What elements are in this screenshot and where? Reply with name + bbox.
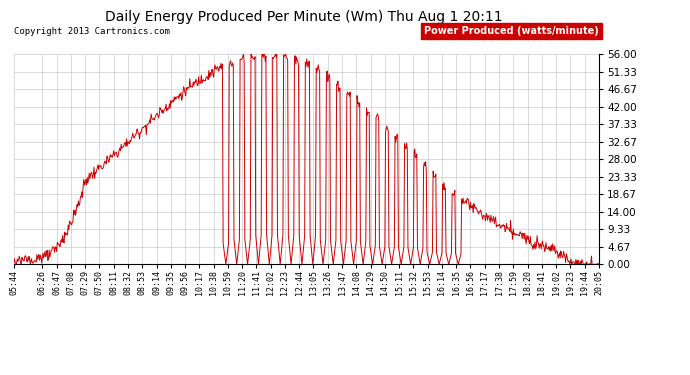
Text: Daily Energy Produced Per Minute (Wm) Thu Aug 1 20:11: Daily Energy Produced Per Minute (Wm) Th… — [105, 10, 502, 24]
Text: Copyright 2013 Cartronics.com: Copyright 2013 Cartronics.com — [14, 27, 170, 36]
Text: Power Produced (watts/minute): Power Produced (watts/minute) — [424, 26, 599, 36]
